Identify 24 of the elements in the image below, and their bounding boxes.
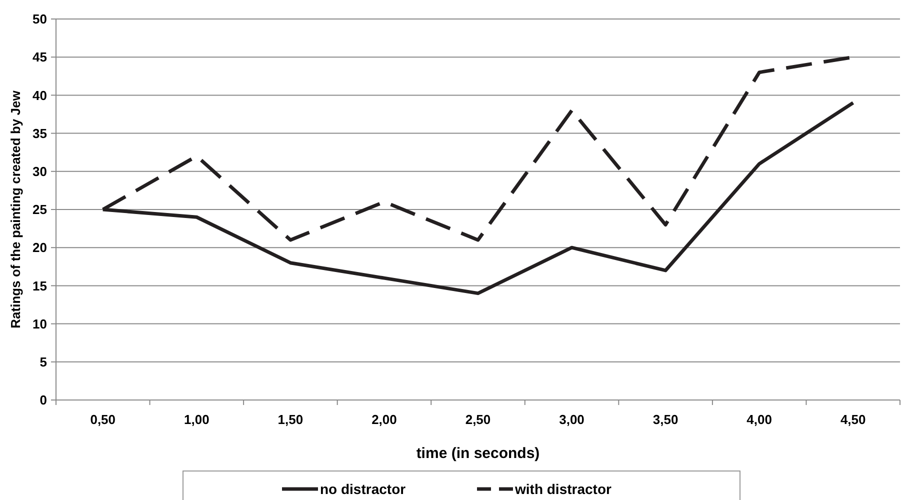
y-tick-label: 5 xyxy=(40,354,47,370)
x-tick-label: 1,00 xyxy=(184,412,210,427)
legend-label: no distractor xyxy=(320,480,406,497)
x-tick-label: 1,50 xyxy=(278,412,304,427)
y-tick-label: 25 xyxy=(32,202,47,218)
x-tick-label: 4,00 xyxy=(746,412,772,427)
y-axis-title: Ratings of the painting created by Jew xyxy=(8,90,23,328)
y-tick-label: 40 xyxy=(32,88,47,103)
y-tick-label: 35 xyxy=(32,126,47,141)
x-tick-label: 2,00 xyxy=(372,412,397,427)
x-tick-label: 3,00 xyxy=(559,412,584,427)
x-tick-label: 2,50 xyxy=(465,412,491,427)
y-tick-label: 15 xyxy=(32,278,47,294)
y-tick-label: 45 xyxy=(32,50,47,65)
y-tick-label: 0 xyxy=(40,392,47,408)
x-tick-label: 3,50 xyxy=(652,412,678,427)
x-tick-label: 0,50 xyxy=(90,412,116,427)
y-tick-label: 10 xyxy=(32,316,47,332)
y-tick-label: 20 xyxy=(32,240,47,256)
legend-label: with distractor xyxy=(514,480,612,497)
y-tick-label: 30 xyxy=(32,164,47,179)
y-tick-label: 50 xyxy=(32,12,47,27)
x-axis-title: time (in seconds) xyxy=(416,445,540,462)
x-tick-label: 4,50 xyxy=(840,412,866,427)
